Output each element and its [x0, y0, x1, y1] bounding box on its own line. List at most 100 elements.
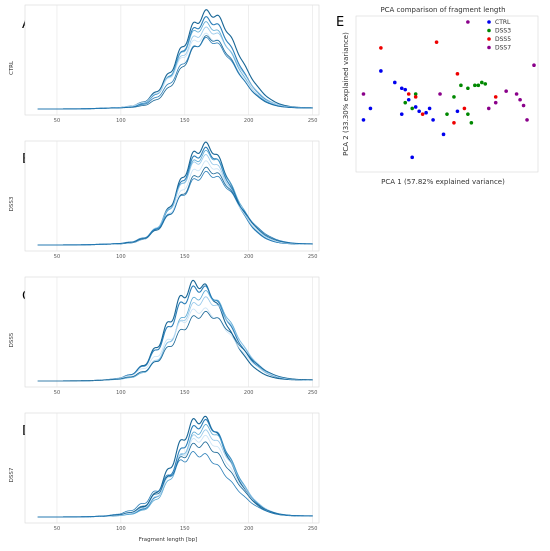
- pca-point-dss5-6: [462, 106, 467, 111]
- pca-point-dss7-0: [466, 20, 470, 24]
- x-tick-label-a-1: 100: [116, 118, 126, 124]
- pca-point-ctrl-11: [441, 132, 446, 137]
- x-tick-label-a-2: 150: [180, 118, 190, 124]
- pca-point-dss5-2: [455, 72, 460, 76]
- x-tick-label-a-0: 50: [54, 118, 60, 124]
- pca-point-dss5-5: [452, 121, 456, 125]
- y-axis-label-d: DSS7: [9, 467, 15, 482]
- panel-e: E PCA comparison of fragment length PCA …: [336, 6, 539, 186]
- pca-point-dss3-11: [413, 92, 418, 96]
- pca-point-dss3-12: [410, 106, 415, 111]
- pca-point-dss5-3: [413, 95, 418, 99]
- x-tick-label-b-1: 100: [116, 254, 126, 260]
- x-tick-label-c-0: 50: [54, 390, 60, 396]
- x-tick-label-d-4: 250: [308, 526, 318, 532]
- series-line-a-6: [37, 37, 313, 110]
- pca-point-ctrl-15: [403, 87, 408, 92]
- pca-point-dss3-4: [473, 83, 477, 88]
- pca-point-ctrl-9: [427, 106, 432, 111]
- pca-point-dss3-9: [469, 121, 474, 125]
- pca-point-dss7-10: [438, 92, 442, 96]
- pca-point-ctrl-13: [399, 112, 404, 116]
- pca-point-dss3-10: [445, 112, 449, 116]
- x-tick-label-b-2: 150: [180, 254, 190, 260]
- series-line-c-5: [37, 310, 313, 382]
- x-tick-label-d-2: 150: [180, 526, 190, 532]
- pca-point-dss3-7: [483, 82, 488, 86]
- x-tick-label-d-0: 50: [54, 526, 60, 532]
- series-line-d-6: [37, 451, 313, 518]
- pca-point-dss7-2: [486, 106, 491, 111]
- pca-point-ctrl-10: [431, 118, 435, 122]
- pca-point-dss7-5: [521, 103, 526, 108]
- pca-point-ctrl-2: [361, 118, 366, 122]
- x-tick-label-c-2: 150: [180, 390, 190, 396]
- x-tick-label-c-1: 100: [116, 390, 126, 396]
- pca-point-ctrl-12: [410, 155, 415, 160]
- pca-point-dss5-8: [406, 92, 411, 96]
- pca-point-ctrl-0: [368, 106, 373, 111]
- pca-point-ctrl-8: [424, 110, 428, 115]
- legend-label-ctrl: CTRL: [495, 19, 511, 26]
- x-tick-label-b-4: 250: [308, 254, 318, 260]
- legend-marker-ctrl: [487, 20, 491, 24]
- plot-frame-a: [24, 4, 320, 116]
- pca-point-dss3-1: [452, 95, 456, 99]
- y-axis-label-a: CTRL: [9, 60, 15, 75]
- pca-point-dss7-9: [493, 100, 498, 105]
- x-tick-label-c-4: 250: [308, 390, 318, 396]
- pca-point-dss5-0: [379, 46, 383, 50]
- legend-label-dss5: DSS5: [495, 36, 511, 43]
- pca-point-dss7-1: [532, 63, 536, 67]
- pca-point-ctrl-14: [455, 109, 460, 114]
- pca-point-ctrl-6: [413, 105, 418, 109]
- pca-point-dss3-6: [480, 80, 484, 85]
- pca-point-ctrl-4: [399, 86, 404, 91]
- pca-point-dss3-5: [476, 83, 481, 88]
- pca-y-axis-label: PCA 2 (33.30% explained variance): [342, 32, 350, 156]
- series-line-b-6: [37, 170, 313, 246]
- x-tick-label-b-0: 50: [54, 254, 60, 260]
- pca-point-dss3-0: [403, 100, 408, 105]
- pca-point-dss7-7: [525, 118, 529, 122]
- pca-point-dss3-8: [466, 112, 470, 116]
- x-tick-label-a-3: 200: [244, 118, 254, 124]
- pca-plot-frame: [355, 15, 539, 173]
- pca-x-axis-label: PCA 1 (57.82% explained variance): [381, 178, 505, 186]
- pca-title: PCA comparison of fragment length: [380, 6, 505, 14]
- panel-letter-e: E: [336, 15, 344, 30]
- pca-point-dss7-3: [504, 89, 508, 93]
- pca-point-dss5-7: [493, 95, 498, 99]
- plot-frame-d: [24, 412, 320, 524]
- x-tick-label-c-3: 200: [244, 390, 254, 396]
- legend-marker-dss7: [487, 45, 491, 50]
- pca-point-dss3-3: [466, 86, 470, 91]
- pca-point-dss7-4: [518, 97, 522, 102]
- pca-point-ctrl-5: [406, 97, 411, 102]
- legend-label-dss3: DSS3: [495, 28, 511, 35]
- plot-frame-b: [24, 140, 320, 252]
- plot-frame-c: [24, 276, 320, 388]
- x-tick-label-d-3: 200: [244, 526, 254, 532]
- x-tick-label-a-4: 250: [308, 118, 318, 124]
- pca-point-dss3-2: [459, 83, 463, 88]
- legend-marker-dss5: [487, 37, 491, 41]
- legend-label-dss7: DSS7: [495, 45, 511, 52]
- y-axis-label-b: DSS3: [9, 196, 15, 211]
- x-tick-label-b-3: 200: [244, 254, 254, 260]
- panel-d: D DSS7 Fragment length [bp] 501001502002…: [9, 412, 320, 543]
- x-axis-label-d: Fragment length [bp]: [139, 537, 198, 543]
- y-axis-label-c: DSS5: [9, 332, 15, 347]
- x-tick-label-d-1: 100: [116, 526, 126, 532]
- pca-point-dss5-4: [420, 112, 425, 116]
- pca-point-dss5-1: [434, 40, 439, 44]
- pca-point-dss7-8: [361, 92, 366, 96]
- pca-point-dss7-6: [514, 92, 519, 96]
- pca-point-ctrl-1: [379, 69, 383, 73]
- pca-point-ctrl-7: [417, 109, 421, 114]
- legend-marker-dss3: [487, 28, 491, 33]
- pca-point-ctrl-3: [393, 80, 397, 85]
